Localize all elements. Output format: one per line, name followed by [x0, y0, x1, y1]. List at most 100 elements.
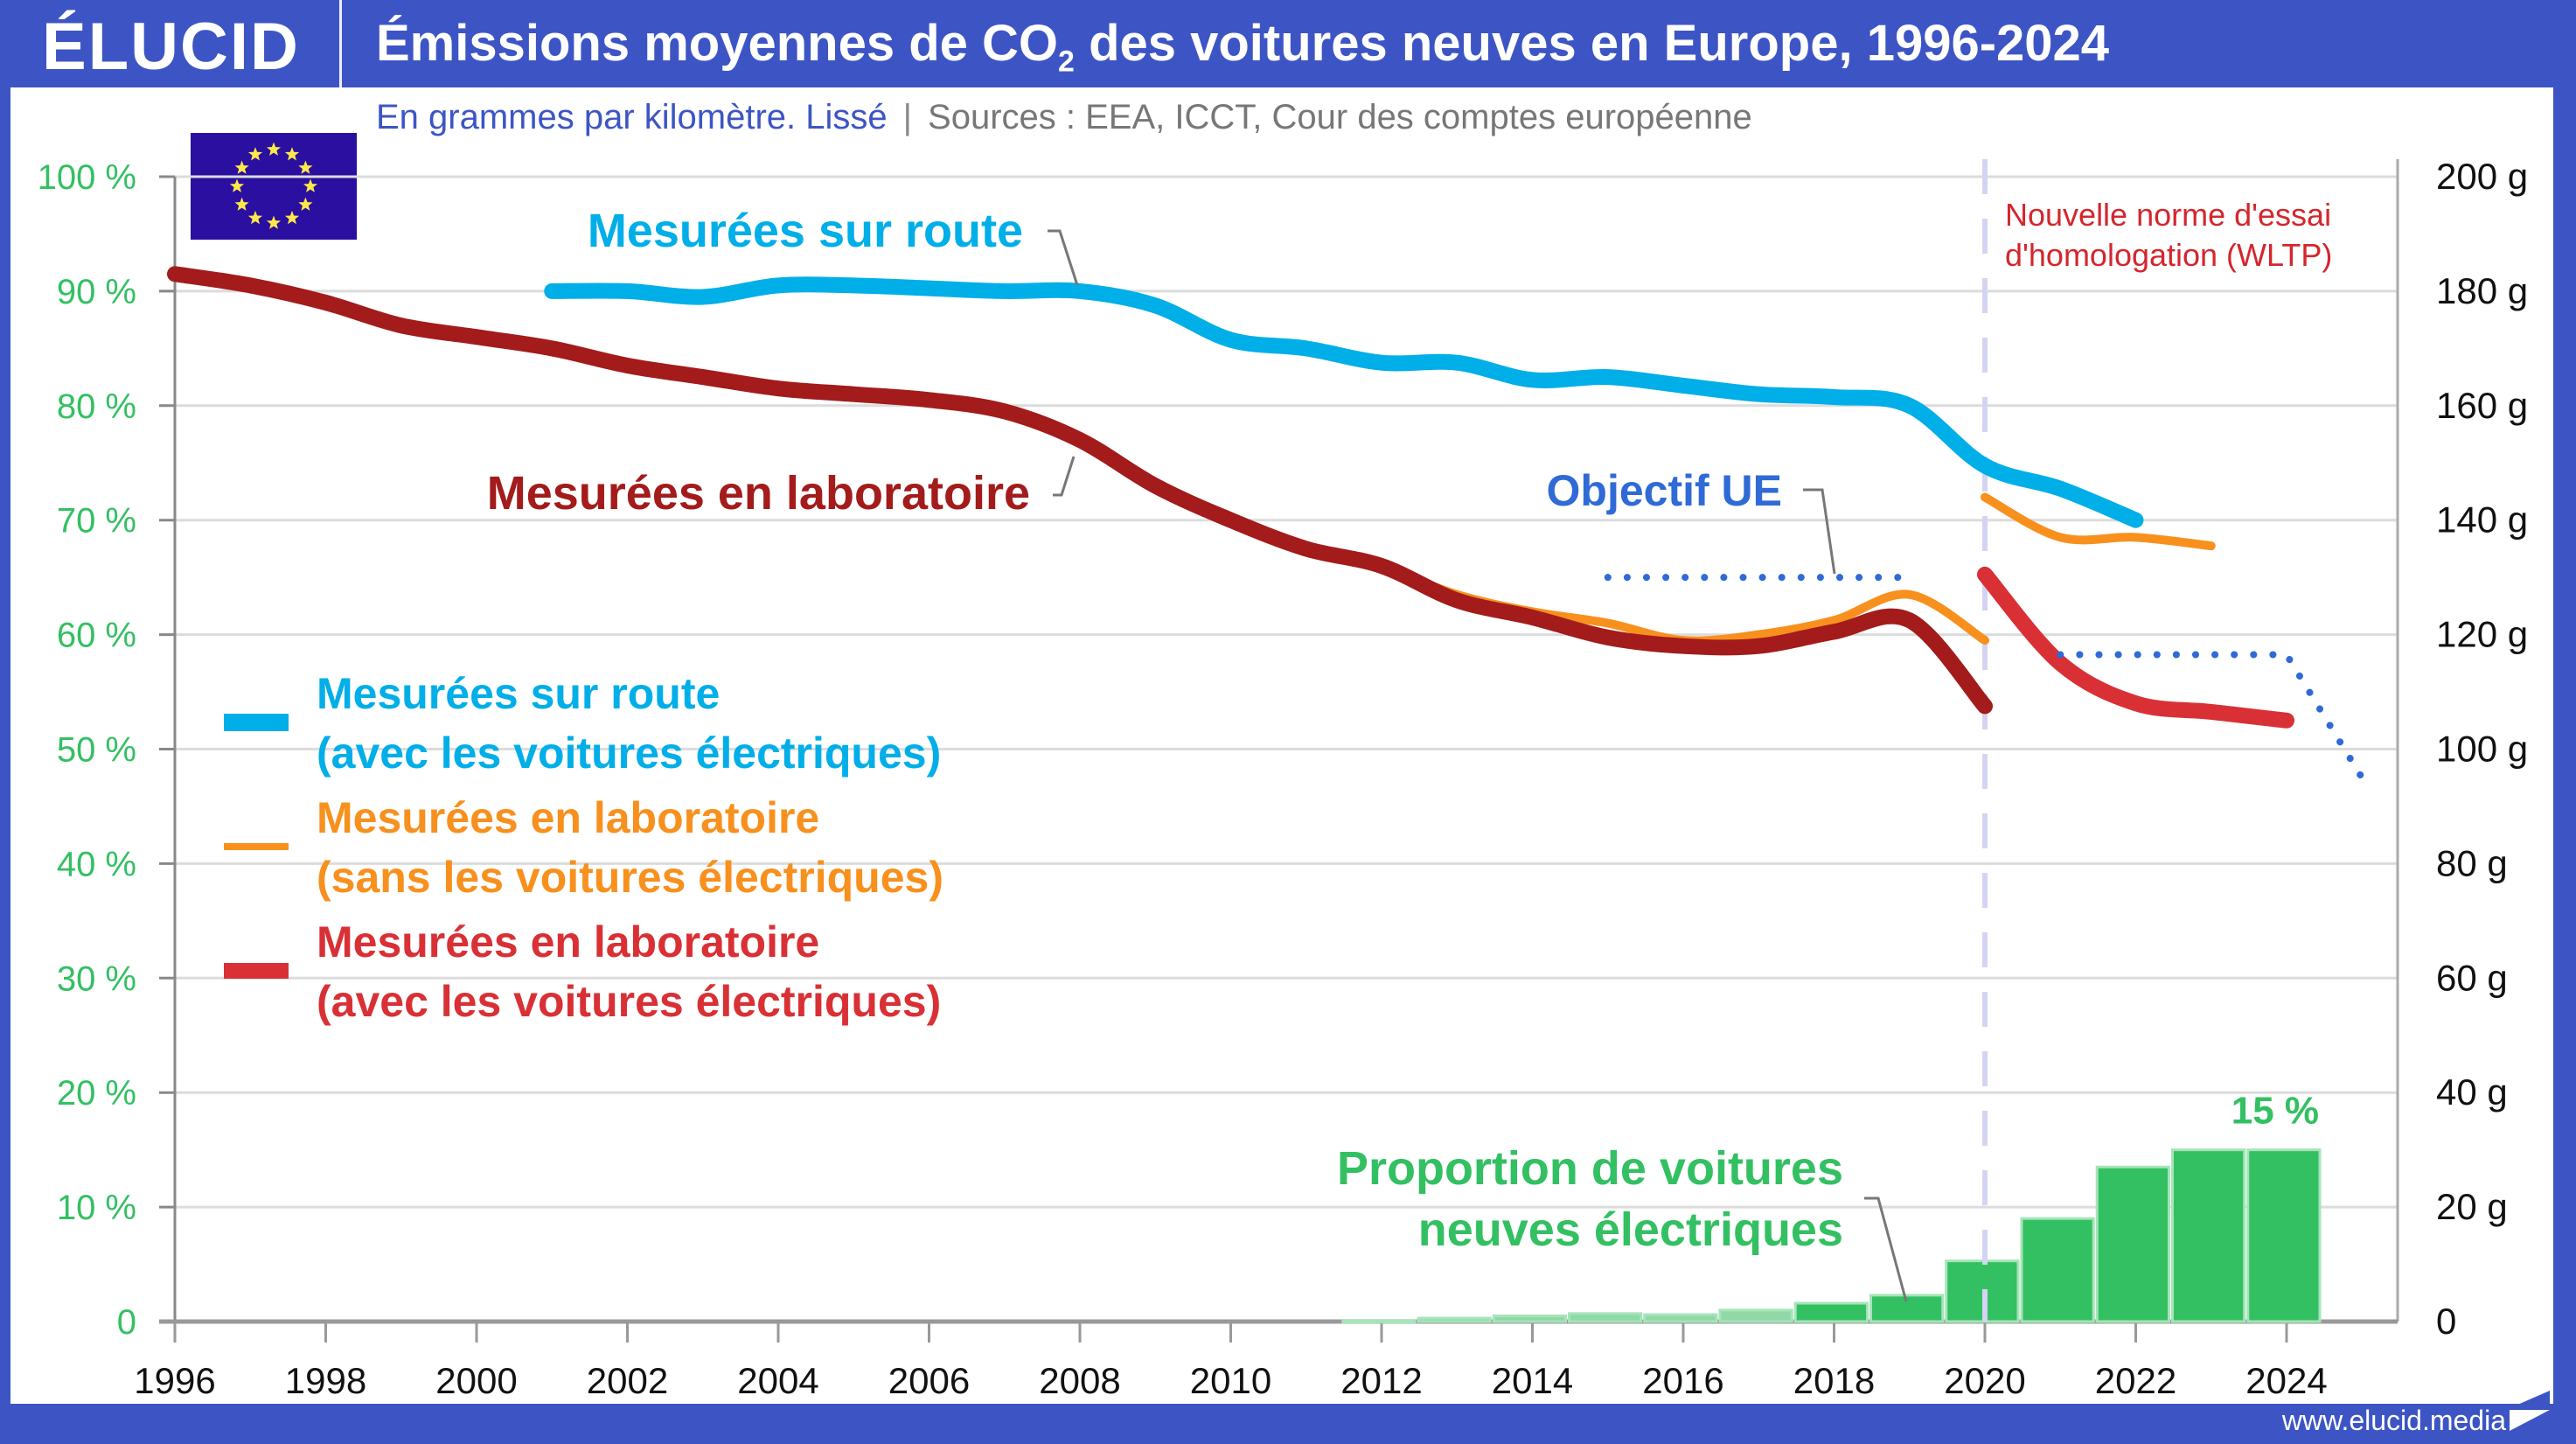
ev-share-bar — [1643, 1313, 1718, 1323]
x-tick-label: 2008 — [1039, 1360, 1120, 1401]
ev-share-label-leader — [1864, 1196, 1908, 1302]
ev-share-bar — [1341, 1319, 1417, 1324]
y-left-tick-label: 20 % — [57, 1074, 136, 1113]
y-right-tick-label: 100 g — [2436, 729, 2528, 770]
x-tick-label: 2014 — [1492, 1360, 1573, 1401]
elucid-logo: ÉLUCID — [42, 10, 300, 84]
y-left-tick-label: 50 % — [57, 731, 136, 770]
legend-label-line1: Mesurées en laboratoire — [317, 793, 819, 842]
y-left-tick-label: 70 % — [57, 502, 136, 541]
ev-share-label-line1: Proportion de voitures — [1337, 1142, 1843, 1195]
ev-share-bar — [2246, 1148, 2322, 1323]
eu-star-icon — [247, 210, 263, 225]
legend-swatch — [224, 843, 289, 850]
header: ÉLUCID Émissions moyennes de CO2 des voi… — [0, 0, 2576, 87]
x-tick-label: 1998 — [285, 1360, 366, 1401]
series-line-lab-old — [167, 266, 1993, 715]
y-right-tick-label: 0 — [2436, 1301, 2456, 1342]
ev-share-bar — [2171, 1148, 2246, 1323]
ev-share-last-label: 15 % — [2231, 1090, 2319, 1133]
lab-label-leader — [1053, 456, 1076, 497]
y-left-tick-label: 60 % — [57, 617, 136, 655]
x-tick-label: 2024 — [2245, 1360, 2327, 1401]
eu-star-icon — [303, 178, 318, 192]
x-tick-label: 2022 — [2095, 1360, 2176, 1401]
legend-label-line2: (avec les voitures électriques) — [317, 729, 941, 778]
x-tick-label: 2006 — [888, 1360, 970, 1401]
ev-share-label-line2: neuves électriques — [1418, 1203, 1843, 1256]
road-label-leader — [1048, 229, 1079, 286]
eu-star-icon — [234, 197, 249, 211]
x-tick-label: 1996 — [134, 1360, 215, 1401]
title-part1: Émissions moyennes de CO — [376, 15, 1059, 72]
eu-star-icon — [266, 215, 282, 229]
legend-label-line1: Mesurées en laboratoire — [317, 917, 819, 966]
x-tick-label: 2000 — [435, 1360, 517, 1401]
series-line-target-2 — [2057, 651, 2366, 782]
ev-share-bar — [2095, 1165, 2170, 1323]
y-left-tick-label: 10 % — [57, 1189, 136, 1227]
y-right-tick-label: 60 g — [2436, 957, 2508, 998]
eu-star-icon — [284, 147, 300, 161]
y-left-tick-label: 100 % — [38, 158, 136, 197]
x-tick-label: 2002 — [587, 1360, 668, 1401]
title-subscript: 2 — [1058, 45, 1075, 79]
subtitle-separator: | — [902, 98, 913, 136]
x-tick-label: 2016 — [1642, 1360, 1723, 1401]
series-line-lab-with-ev-wltp — [1977, 566, 2294, 729]
y-right-tick-label: 80 g — [2436, 842, 2508, 883]
eu-star-icon — [234, 160, 249, 174]
wltp-label-line1: Nouvelle norme d'essai — [2005, 197, 2331, 233]
y-right-tick-label: 140 g — [2436, 499, 2528, 541]
footer-url[interactable]: www.elucid.media — [2281, 1405, 2506, 1436]
y-left-tick-label: 80 % — [57, 387, 136, 426]
eu-star-icon — [284, 210, 300, 225]
ev-share-bar — [1945, 1259, 2020, 1323]
x-tick-label: 2020 — [1944, 1360, 2025, 1401]
lab-series-label: Mesurées en laboratoire — [487, 467, 1030, 520]
legend-label-line2: (avec les voitures électriques) — [317, 977, 941, 1026]
subtitle: En grammes par kilomètre. Lissé | Sources … — [376, 98, 1752, 137]
eu-stars-icon — [229, 142, 318, 229]
y-right-tick-label: 180 g — [2436, 270, 2528, 311]
legend-label-line1: Mesurées sur route — [317, 669, 720, 718]
target-label-leader — [1803, 488, 1836, 575]
road-series-label: Mesurées sur route — [588, 205, 1023, 257]
y-left-tick-label: 30 % — [57, 959, 136, 998]
chart-title: Émissions moyennes de CO2 des voitures n… — [376, 14, 2109, 80]
y-left-tick-label: 40 % — [57, 845, 136, 883]
legend-swatch — [224, 714, 289, 731]
x-tick-label: 2010 — [1190, 1360, 1271, 1401]
ev-share-bar — [2020, 1217, 2095, 1323]
y-left-tick-label: 0 — [117, 1303, 136, 1342]
ev-share-bar — [1492, 1314, 1567, 1323]
eu-star-icon — [298, 197, 313, 211]
series-line-road — [544, 276, 2144, 528]
y-right-tick-label: 160 g — [2436, 385, 2528, 426]
ev-share-bar — [1568, 1312, 1643, 1323]
ev-share-bar — [1793, 1301, 1869, 1323]
eu-flag-icon — [191, 133, 357, 240]
elucid-corner-icon — [2510, 1391, 2550, 1431]
y-left-tick-label: 90 % — [57, 273, 136, 311]
title-part2: des voitures neuves en Europe, 1996-2024 — [1074, 15, 2110, 72]
header-divider — [339, 0, 342, 87]
wltp-label-line2: d'homologation (WLTP) — [2005, 237, 2332, 273]
eu-star-icon — [229, 178, 245, 192]
subtitle-sources: Sources : EEA, ICCT, Cour des comptes eu… — [928, 98, 1752, 136]
y-right-tick-label: 20 g — [2436, 1186, 2508, 1227]
legend-label-line2: (sans les voitures électriques) — [317, 853, 943, 902]
x-tick-label: 2004 — [737, 1360, 818, 1401]
series-line-lab-no-ev-wltp — [1981, 492, 2216, 551]
y-right-tick-label: 120 g — [2436, 614, 2528, 655]
legend-swatch — [224, 963, 289, 979]
ev-share-bar — [1718, 1308, 1793, 1323]
x-tick-label: 2018 — [1793, 1360, 1875, 1401]
eu-star-icon — [298, 160, 313, 174]
y-right-tick-label: 200 g — [2436, 156, 2528, 197]
subtitle-unit: En grammes par kilomètre. Lissé — [376, 98, 888, 136]
eu-star-icon — [266, 142, 282, 156]
ev-share-bar — [1417, 1316, 1492, 1323]
x-tick-label: 2012 — [1340, 1360, 1422, 1401]
